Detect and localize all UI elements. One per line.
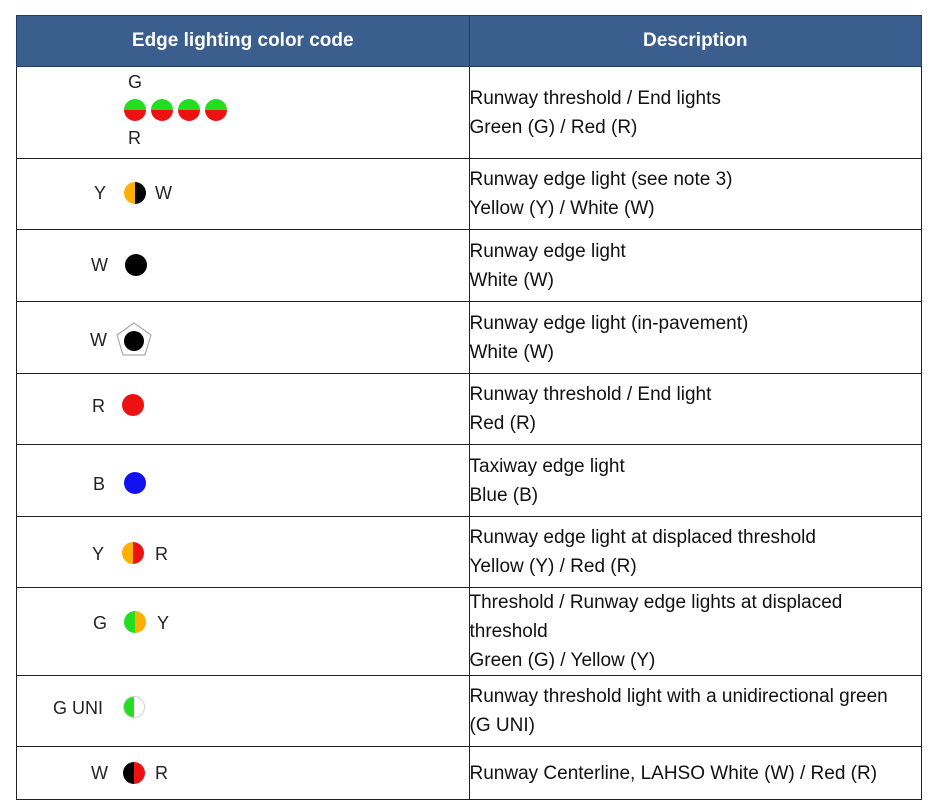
table-row: B Taxiway edge light Blue (B) — [16, 444, 922, 517]
color-code-cell: G UNI — [16, 675, 470, 747]
column-header-description: Description — [468, 15, 922, 67]
color-code-cell: B — [16, 444, 470, 517]
unidirectional-green-light-icon — [123, 696, 145, 718]
table-row: W Runway edge light White (W) — [16, 229, 922, 302]
description-cell: Threshold / Runway edge lights at displa… — [468, 587, 922, 676]
symbol-label-top: G — [128, 72, 143, 92]
description-line-1: Threshold / Runway edge lights at displa… — [469, 592, 843, 642]
description-line-1: Runway threshold light with a unidirecti… — [469, 686, 888, 707]
blue-light-icon — [124, 472, 146, 494]
description-line-1: Runway edge light (see note 3) — [469, 169, 733, 190]
symbol-label-left: R — [92, 396, 105, 416]
table-row: G UNI Runway threshold light with a unid… — [16, 675, 922, 747]
table-row: W Runway edge light (in-pavement) White … — [16, 301, 922, 374]
table-row: Y W Runway edge light (see note 3) Yello… — [16, 158, 922, 230]
description-line-1: Runway edge light (in-pavement) — [469, 312, 749, 334]
lighting-legend-table: Edge lighting color code Description G R — [16, 15, 922, 800]
green-red-light-icon — [205, 99, 227, 121]
color-code-cell: Y W — [16, 158, 470, 230]
white-light-icon — [125, 254, 147, 276]
yellow-white-light-icon — [124, 182, 146, 204]
symbol-label-right: R — [155, 763, 168, 783]
table-row: Y R Runway edge light at displaced thres… — [16, 516, 922, 588]
symbol-label-right: Y — [157, 613, 170, 633]
color-code-cell: G Y — [16, 587, 470, 676]
green-red-light-icon — [151, 99, 173, 121]
description-line-2: Yellow (Y) / Red (R) — [469, 556, 637, 577]
table-row: R Runway threshold / End light Red (R) — [16, 373, 922, 445]
description-line-2: Green (G) / Red (R) — [469, 116, 638, 138]
color-code-cell: G R — [16, 66, 470, 159]
green-red-light-icon — [124, 99, 146, 121]
symbol-label-left: Y — [94, 183, 107, 203]
yellow-red-light-icon — [122, 542, 144, 564]
description-line-1: Runway edge light at displaced threshold — [469, 527, 816, 548]
red-light-icon — [122, 394, 144, 416]
symbol-label-right: W — [155, 183, 172, 203]
description-line-2: Red (R) — [469, 413, 537, 434]
description-cell: Taxiway edge light Blue (B) — [468, 444, 922, 517]
description-cell: Runway threshold light with a unidirecti… — [468, 675, 922, 747]
description-line-1: Runway Centerline, LAHSO White (W) / Red… — [469, 762, 878, 784]
description-line-2: White (W) — [469, 341, 554, 363]
description-cell: Runway threshold / End light Red (R) — [468, 373, 922, 445]
green-yellow-light-icon — [124, 611, 146, 633]
description-line-2: Yellow (Y) / White (W) — [469, 198, 655, 219]
symbol-label-right: R — [155, 544, 168, 564]
description-line-2: (G UNI) — [469, 715, 535, 736]
color-code-cell: W — [16, 229, 470, 302]
description-cell: Runway edge light at displaced threshold… — [468, 516, 922, 588]
in-pavement-light-icon — [116, 322, 152, 356]
description-cell: Runway edge light White (W) — [468, 229, 922, 302]
description-line-2: White (W) — [469, 269, 554, 291]
symbol-label-left: W — [91, 763, 108, 783]
color-code-cell: R — [16, 373, 470, 445]
table-row: G Y Threshold / Runway edge lights at di… — [16, 587, 922, 676]
color-code-cell: W R — [16, 746, 470, 800]
symbol-label-left: Y — [92, 544, 105, 564]
symbol-label-left: G UNI — [53, 698, 104, 718]
symbol-label-left: G — [93, 613, 108, 633]
color-code-cell: Y R — [16, 516, 470, 588]
color-code-cell: W — [16, 301, 470, 374]
table-row: W R Runway Centerline, LAHSO White (W) /… — [16, 746, 922, 800]
description-cell: Runway Centerline, LAHSO White (W) / Red… — [468, 746, 922, 800]
symbol-label-left: W — [90, 330, 107, 350]
symbol-label-bottom: R — [128, 128, 141, 148]
description-cell: Runway edge light (in-pavement) White (W… — [468, 301, 922, 374]
symbol-label-left: W — [91, 255, 108, 275]
header-row: Edge lighting color code Description — [16, 15, 922, 67]
description-line-1: Runway edge light — [469, 240, 626, 262]
column-header-code: Edge lighting color code — [16, 15, 470, 67]
white-red-light-icon — [123, 762, 145, 784]
table-row: G R Runway threshold / End lights Green … — [16, 66, 922, 159]
description-line-2: Blue (B) — [469, 484, 539, 506]
description-line-1: Runway threshold / End light — [469, 384, 712, 405]
symbol-label-left: B — [93, 474, 106, 494]
description-line-1: Runway threshold / End lights — [469, 87, 721, 109]
description-cell: Runway edge light (see note 3) Yellow (Y… — [468, 158, 922, 230]
description-line-2: Green (G) / Yellow (Y) — [469, 650, 656, 671]
description-cell: Runway threshold / End lights Green (G) … — [468, 66, 922, 159]
description-line-1: Taxiway edge light — [469, 455, 625, 477]
green-red-light-icon — [178, 99, 200, 121]
